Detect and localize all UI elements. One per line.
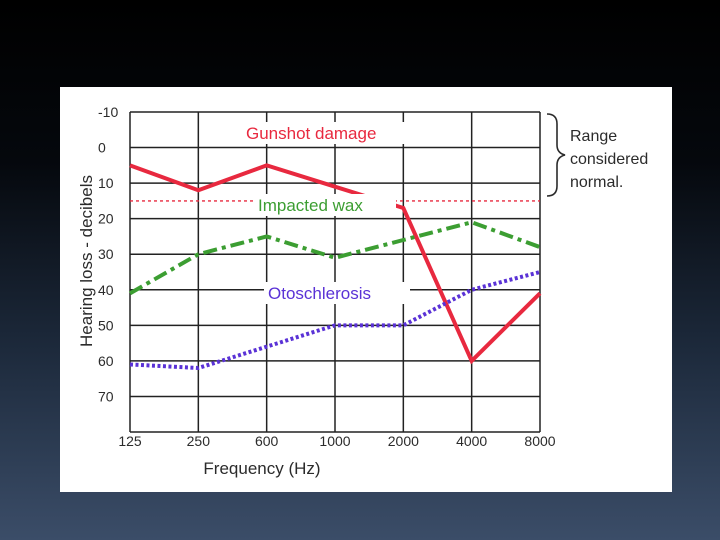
annotation-line-2: considered [570,151,648,168]
series-label-bg-1 [254,194,396,216]
series-label-bg-2 [264,282,410,304]
series-lines [129,163,542,371]
x-axis-title: Frequency (Hz) [203,459,320,478]
x-tick-label-3: 1000 [319,433,350,449]
series-label-0: Gunshot damage [246,124,376,143]
grid [129,111,541,433]
x-tick-label-1: 250 [187,433,211,449]
y-tick-label-4: 30 [98,246,114,262]
y-tick-label-6: 50 [98,317,114,333]
series-line-2 [129,270,541,371]
series-line-0 [129,163,542,365]
x-tick-label-6: 8000 [524,433,555,449]
x-tick-label-2: 600 [255,433,279,449]
normal-range-annotation: Range considered normal. [546,113,648,197]
y-tick-label-1: 0 [98,140,106,156]
curly-brace-icon [546,113,566,197]
y-tick-label-3: 20 [98,211,114,227]
series-label-bg-0 [242,122,412,144]
annotation-line-3: normal. [570,174,623,191]
tick-labels: -10 0 10 20 30 40 50 60 70 125 250 600 1000 2000 4000 8… [98,104,556,449]
series-labels: Gunshot damage Impacted wax Otoschlerosis [242,122,412,304]
y-axis-title: Hearing loss - decibels [77,175,96,347]
chart-panel: -10 0 10 20 30 40 50 60 70 125 250 600 1000 2000 4000 8… [60,87,672,492]
y-tick-label-5: 40 [98,282,114,298]
series-line-1 [129,220,541,296]
x-tick-label-5: 4000 [456,433,487,449]
hearing-loss-chart: -10 0 10 20 30 40 50 60 70 125 250 600 1000 2000 4000 8… [77,104,648,478]
series-label-2: Otoschlerosis [268,284,371,303]
series-label-1: Impacted wax [258,196,363,215]
x-tick-label-0: 125 [118,433,142,449]
y-tick-label-2: 10 [98,175,114,191]
y-tick-label-7: 60 [98,353,114,369]
annotation-line-1: Range [570,128,617,145]
y-tick-label-0: -10 [98,104,118,120]
y-tick-label-8: 70 [98,388,114,404]
x-tick-label-4: 2000 [388,433,419,449]
